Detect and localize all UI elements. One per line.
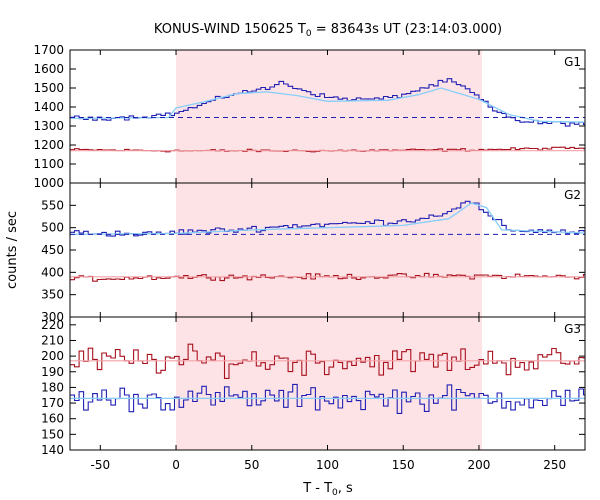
- x-axis-label-rest: , s: [338, 481, 353, 496]
- y-tick-label: 180: [41, 380, 64, 394]
- y-tick-label: 300: [41, 310, 64, 324]
- y-tick-label: 1300: [33, 119, 64, 133]
- x-axis-label: T - T0, s: [302, 481, 353, 498]
- y-tick-label: 160: [41, 412, 64, 426]
- y-tick-label: 220: [41, 318, 64, 332]
- y-tick-label: 1100: [33, 157, 64, 171]
- y-tick-label: 140: [41, 443, 64, 457]
- y-tick-label: 190: [41, 365, 64, 379]
- y-tick-label: 170: [41, 396, 64, 410]
- title-subscript: 0: [306, 29, 312, 39]
- x-axis-label-subscript: 0: [332, 488, 338, 498]
- y-tick-label: 200: [41, 349, 64, 363]
- panel-g1: 1000 1100 1200 1300 1400 1500 1600 1700 G1: [33, 43, 586, 190]
- x-axis-label-main: T - T: [302, 481, 332, 496]
- y-tick-label: 1000: [33, 176, 64, 190]
- blue-series-histogram: [70, 78, 585, 127]
- blue-fit-line: [69, 202, 586, 236]
- panel-label: G2: [564, 188, 581, 202]
- y-tick-label: 400: [41, 265, 64, 279]
- x-tick-label: 200: [468, 458, 491, 472]
- y-tick-label: 550: [41, 198, 64, 212]
- x-tick-label: 250: [543, 458, 566, 472]
- panel-g2: 300 350 400 450 500 550 G2: [41, 182, 586, 324]
- x-tick-label: 150: [392, 458, 415, 472]
- blue-series-histogram: [70, 383, 585, 414]
- x-tick-label: 50: [244, 458, 259, 472]
- y-axis-label: counts / sec: [5, 211, 20, 289]
- y-tick-label: 1700: [33, 43, 64, 57]
- y-tick-label: 210: [41, 333, 64, 347]
- y-tick-label: 1600: [33, 62, 64, 76]
- panel-label: G3: [564, 322, 581, 336]
- y-tick-label: 350: [41, 288, 64, 302]
- y-tick-label: 1200: [33, 138, 64, 152]
- y-tick-label: 1400: [33, 100, 64, 114]
- plot-area: 10001100120013001400150016001700G1300350…: [33, 43, 586, 472]
- blue-fit-line: [69, 87, 586, 123]
- x-tick-label: -50: [90, 458, 110, 472]
- title-rest: = 83643s UT (23:14:03.000): [312, 22, 502, 37]
- y-tick-label: 1500: [33, 81, 64, 95]
- burst-interval-shading: [176, 50, 482, 450]
- x-tick-label: 0: [172, 458, 180, 472]
- y-tick-label: 450: [41, 243, 64, 257]
- panel-label: G1: [564, 55, 581, 69]
- y-tick-label: 500: [41, 221, 64, 235]
- chart-title: KONUS-WIND 150625 T0 = 83643s UT (23:14:…: [154, 22, 502, 39]
- y-tick-label: 150: [41, 427, 64, 441]
- title-main: KONUS-WIND 150625 T: [154, 22, 306, 37]
- x-tick-label: 100: [316, 458, 339, 472]
